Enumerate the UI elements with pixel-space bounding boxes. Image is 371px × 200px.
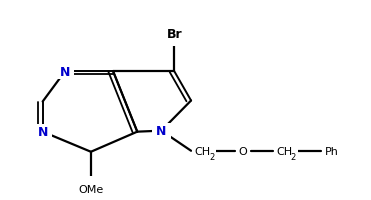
FancyBboxPatch shape (322, 144, 342, 158)
FancyBboxPatch shape (56, 64, 74, 80)
Text: 2: 2 (291, 152, 296, 161)
Text: OMe: OMe (78, 184, 104, 194)
Text: 2: 2 (209, 152, 214, 161)
Text: N: N (60, 66, 70, 78)
FancyBboxPatch shape (236, 144, 250, 158)
Text: Br: Br (167, 28, 182, 41)
FancyBboxPatch shape (273, 144, 298, 158)
FancyBboxPatch shape (192, 144, 216, 158)
Text: O: O (239, 146, 247, 156)
Text: CH: CH (195, 146, 211, 156)
FancyBboxPatch shape (77, 177, 105, 189)
Text: N: N (37, 126, 48, 138)
FancyBboxPatch shape (163, 33, 186, 47)
Text: CH: CH (276, 146, 292, 156)
FancyBboxPatch shape (152, 123, 171, 139)
FancyBboxPatch shape (33, 124, 52, 140)
Text: N: N (156, 125, 167, 137)
Text: Ph: Ph (325, 146, 338, 156)
